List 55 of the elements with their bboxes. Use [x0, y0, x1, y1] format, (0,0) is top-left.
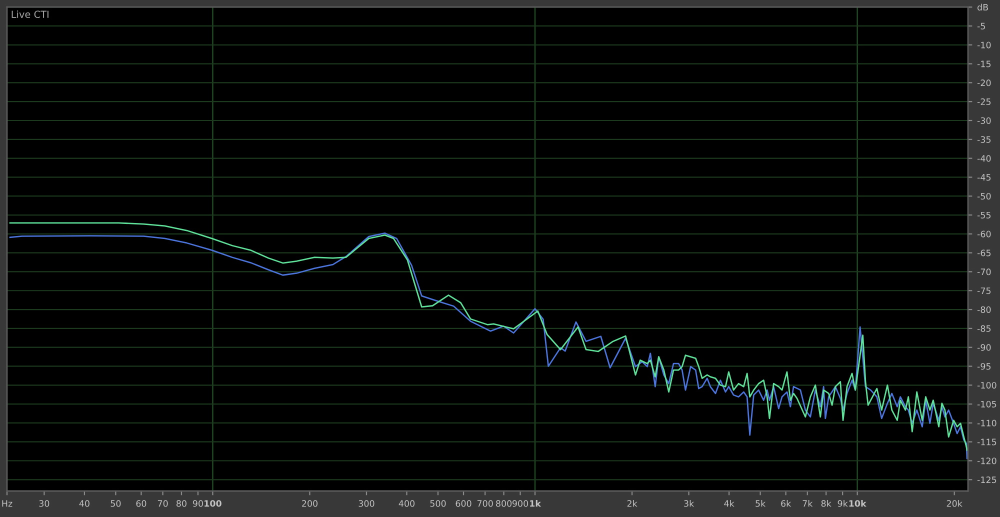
- x-tick-label: 4k: [724, 500, 734, 507]
- x-tick-label: 200: [302, 500, 318, 507]
- y-tick-label: -85: [977, 325, 991, 332]
- y-tick-label: -30: [977, 117, 991, 124]
- x-tick-label: 9k: [838, 500, 848, 507]
- x-tick-label: 20k: [946, 500, 962, 507]
- x-tick-label: 30: [39, 500, 50, 507]
- x-tick-label: 300: [358, 500, 374, 507]
- x-tick-label: 3k: [684, 500, 694, 507]
- y-tick-label: -90: [977, 344, 991, 351]
- y-tick-label: -100: [977, 382, 996, 389]
- x-tick-label: 400: [398, 500, 415, 507]
- y-tick-label: -10: [977, 42, 991, 48]
- x-tick-label: 8k: [821, 500, 832, 507]
- y-tick-label: -80: [977, 306, 991, 313]
- y-tick-label: -15: [977, 60, 991, 68]
- y-tick-label: dB: [978, 4, 988, 11]
- y-tick-label: -60: [977, 230, 991, 238]
- x-tick-label: 7k: [802, 500, 813, 507]
- y-tick-label: -125: [977, 476, 996, 484]
- y-tick-label: -40: [977, 155, 991, 162]
- y-tick-label: -75: [977, 288, 991, 294]
- y-tick-label: -115: [977, 438, 996, 446]
- y-tick-label: -5: [977, 22, 985, 30]
- x-tick-label: 2k: [627, 500, 638, 507]
- x-tick-label: 40: [79, 500, 90, 507]
- chart-title: Live CTI: [12, 10, 48, 18]
- y-tick-label: -20: [977, 80, 991, 86]
- x-tick-label: 10k: [849, 500, 866, 507]
- y-tick-label: -120: [977, 458, 996, 464]
- x-tick-label: 1k: [530, 500, 542, 507]
- x-tick-label: 800: [496, 500, 512, 507]
- y-tick-label: -65: [977, 250, 991, 256]
- y-tick-label: -95: [977, 363, 991, 370]
- y-tick-label: -25: [977, 98, 991, 106]
- x-tick-label: 700: [477, 500, 493, 507]
- x-tick-label: 5k: [756, 500, 766, 507]
- y-tick-label: -110: [977, 420, 996, 426]
- x-tick-label: 100: [204, 500, 222, 507]
- x-tick-label: 50: [110, 500, 121, 507]
- x-tick-label: 70: [158, 500, 168, 507]
- x-tick-label: 60: [136, 500, 146, 507]
- x-tick-label: 600: [456, 500, 472, 507]
- y-tick-label: -35: [977, 136, 991, 143]
- y-tick-label: -50: [977, 192, 991, 200]
- y-tick-label: -45: [977, 174, 991, 181]
- y-tick-label: -105: [977, 400, 996, 408]
- x-tick-label: 6k: [781, 500, 792, 507]
- x-tick-label: Hz: [2, 500, 12, 507]
- x-tick-label: 90: [192, 500, 203, 507]
- x-tick-label: 500: [430, 500, 446, 507]
- x-tick-label: 80: [176, 500, 186, 507]
- x-tick-label: 900: [512, 500, 528, 507]
- y-tick-label: -55: [977, 212, 991, 218]
- y-tick-label: -70: [977, 268, 991, 276]
